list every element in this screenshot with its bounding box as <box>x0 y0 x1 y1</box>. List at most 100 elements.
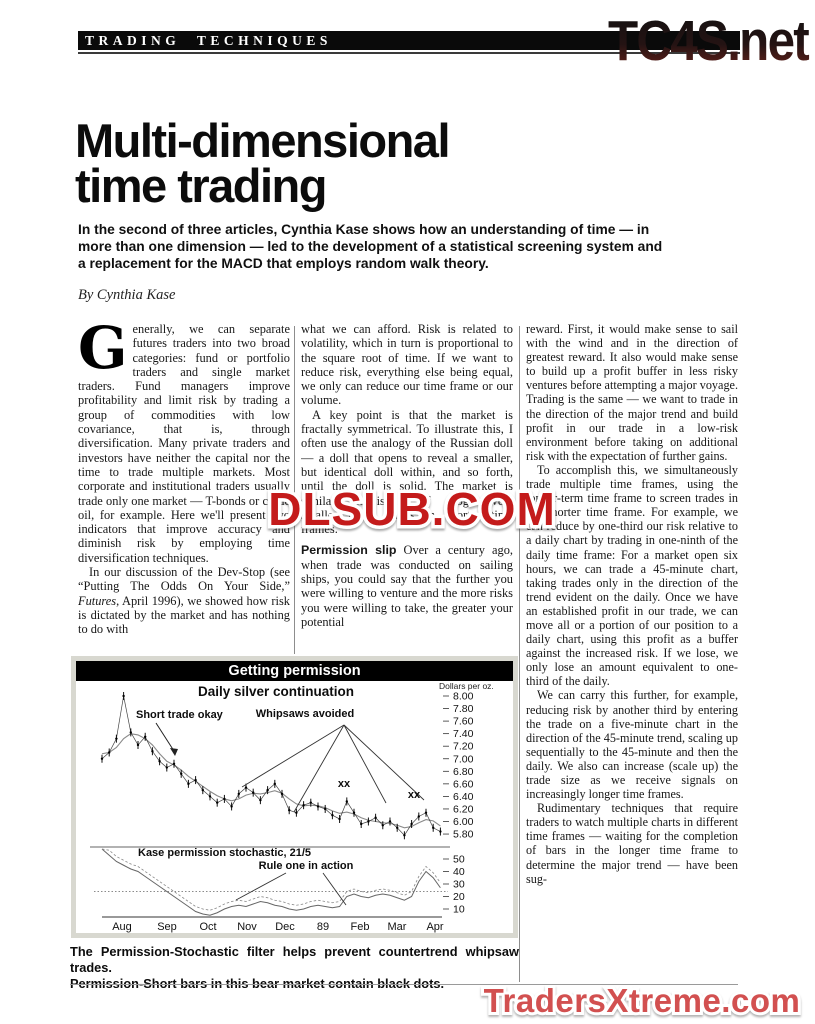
permission-short-dot <box>331 814 334 817</box>
article-title: Multi-dimensional time trading <box>75 114 451 212</box>
permission-short-dot <box>302 803 305 807</box>
price-tick-label: 6.20 <box>453 803 474 815</box>
annotation-rule-one: Rule one in action <box>259 860 354 872</box>
price-tick-label: 6.60 <box>453 778 474 790</box>
column-rule-2 <box>519 326 520 982</box>
arrowhead-icon <box>170 748 178 756</box>
tc4s-logo-text: TC4S.net <box>608 9 810 73</box>
permission-short-dot <box>223 797 226 801</box>
article-title-line1: Multi-dimensional <box>75 114 451 167</box>
paragraph: To accomplish this, we simultaneously tr… <box>526 462 738 689</box>
permission-short-dot <box>208 795 212 798</box>
stochastic-label: Kase permission stochastic, 21/5 <box>138 847 311 859</box>
permission-short-dot <box>367 820 370 823</box>
column-rule-1 <box>294 326 295 654</box>
dlsub-watermark: DLSUB.COM <box>265 480 559 539</box>
permission-short-dot <box>122 694 125 698</box>
price-tick-label: 7.20 <box>453 741 474 753</box>
paragraph-text: In our discussion of the Dev-Stop (see “… <box>78 565 290 594</box>
article-title-line2: time trading <box>75 159 327 212</box>
permission-short-dot <box>280 792 284 796</box>
price-tick-label: 7.40 <box>453 728 474 740</box>
price-tick-label: 6.40 <box>453 791 474 803</box>
permission-short-dot <box>230 805 233 808</box>
standfirst: In the second of three articles, Cynthia… <box>78 222 663 271</box>
chart-subtitle: Daily silver continuation <box>198 684 354 699</box>
permission-short-dot <box>115 737 118 740</box>
section-header-label: TRADING TECHNIQUES <box>85 33 332 48</box>
x-axis-month-label: Aug <box>112 921 132 933</box>
x-axis-month-label: Oct <box>199 921 216 933</box>
x-axis-month-label: Sep <box>157 921 177 933</box>
permission-short-dot <box>410 822 413 826</box>
x-axis-month-label: Feb <box>351 921 370 933</box>
permission-short-dot <box>129 731 132 734</box>
permission-short-dot <box>194 778 197 782</box>
paragraph: In our discussion of the Dev-Stop (see “… <box>78 565 290 636</box>
lead-in-permission-slip: Permission slip <box>301 543 397 558</box>
byline: By Cynthia Kase <box>78 287 176 303</box>
permission-short-dot <box>100 757 104 760</box>
permission-short-dot <box>180 772 183 776</box>
permission-short-dot <box>374 816 377 819</box>
paragraph-text: enerally, we can separate futures trader… <box>78 322 290 565</box>
permission-short-dot <box>345 800 348 803</box>
permission-short-dot <box>144 735 147 738</box>
paragraph: Rudimentary techniques that require trad… <box>526 801 738 886</box>
permission-short-dot <box>172 762 176 765</box>
permission-short-dot <box>309 801 312 804</box>
figure-caption-line2: Permission-Short bars in this bear marke… <box>70 976 445 991</box>
tc4s-logo: TC4S.net <box>608 9 812 73</box>
permission-short-dot <box>252 791 255 794</box>
figure-caption: The Permission-Stochastic filter helps p… <box>70 944 519 992</box>
annotation-whipsaws: Whipsaws avoided <box>256 708 354 720</box>
permission-short-dot <box>360 822 363 826</box>
body-column-3: reward. First, it would make sense to sa… <box>526 322 738 988</box>
permission-short-dot <box>432 826 435 829</box>
permission-short-dot <box>417 815 420 818</box>
permission-short-dot <box>187 782 190 786</box>
permission-short-dot <box>403 834 406 837</box>
paragraph-text: Over a century ago, when trade was condu… <box>301 543 513 629</box>
price-tick-label: 7.80 <box>453 703 474 715</box>
permission-short-dot <box>338 817 341 821</box>
permission-chart: Getting permission Daily silver continua… <box>71 656 518 938</box>
stochastic-tick-label: 30 <box>453 879 465 891</box>
body-column-2: what we can afford. Risk is related to v… <box>301 322 513 656</box>
permission-short-dot <box>388 820 392 823</box>
annotation-xx-2: xx <box>408 789 421 801</box>
section-header-bar: TRADING TECHNIQUES <box>78 31 740 50</box>
permission-short-dot <box>381 824 384 827</box>
permission-short-dot <box>136 743 140 747</box>
x-axis-month-label: Dec <box>275 921 295 933</box>
paragraph: what we can afford. Risk is related to v… <box>301 322 513 408</box>
paragraph: Permission slip Over a century ago, when… <box>301 543 513 629</box>
dlsub-watermark-text: DLSUB.COM <box>268 483 556 535</box>
permission-short-dot <box>266 788 269 792</box>
price-tick-label: 6.80 <box>453 766 474 778</box>
permission-short-dot <box>352 811 356 814</box>
paragraph: We can carry this further, for example, … <box>526 688 738 802</box>
paragraph-text: , April 1996), we showed how risk is dic… <box>78 593 290 637</box>
paragraph: reward. First, it would make sense to sa… <box>526 322 738 463</box>
permission-short-dot <box>259 798 262 802</box>
permission-short-dot <box>237 792 240 796</box>
permission-chart-svg: Daily silver continuation Dollars per oz.… <box>90 681 494 933</box>
stochastic-tick-label: 50 <box>453 854 465 866</box>
annotation-short-trade: Short trade okay <box>136 709 224 721</box>
permission-short-dot <box>151 750 154 753</box>
permission-short-dot <box>324 807 327 811</box>
x-axis-month-label: Mar <box>388 921 407 933</box>
permission-short-dot <box>273 782 276 786</box>
permission-short-dot <box>439 830 442 833</box>
x-axis-month-label: 89 <box>317 921 329 933</box>
price-tick-label: 7.00 <box>453 753 474 765</box>
stochastic-tick-label: 40 <box>453 866 465 878</box>
stochastic-tick-label: 10 <box>453 904 465 916</box>
stochastic-line <box>101 848 441 916</box>
tradersxtreme-watermark-text: TradersXtreme.com <box>484 982 801 1019</box>
stochastic-signal-line <box>101 848 441 911</box>
x-axis-month-label: Apr <box>426 921 443 933</box>
italic-futures: Futures <box>78 593 117 608</box>
